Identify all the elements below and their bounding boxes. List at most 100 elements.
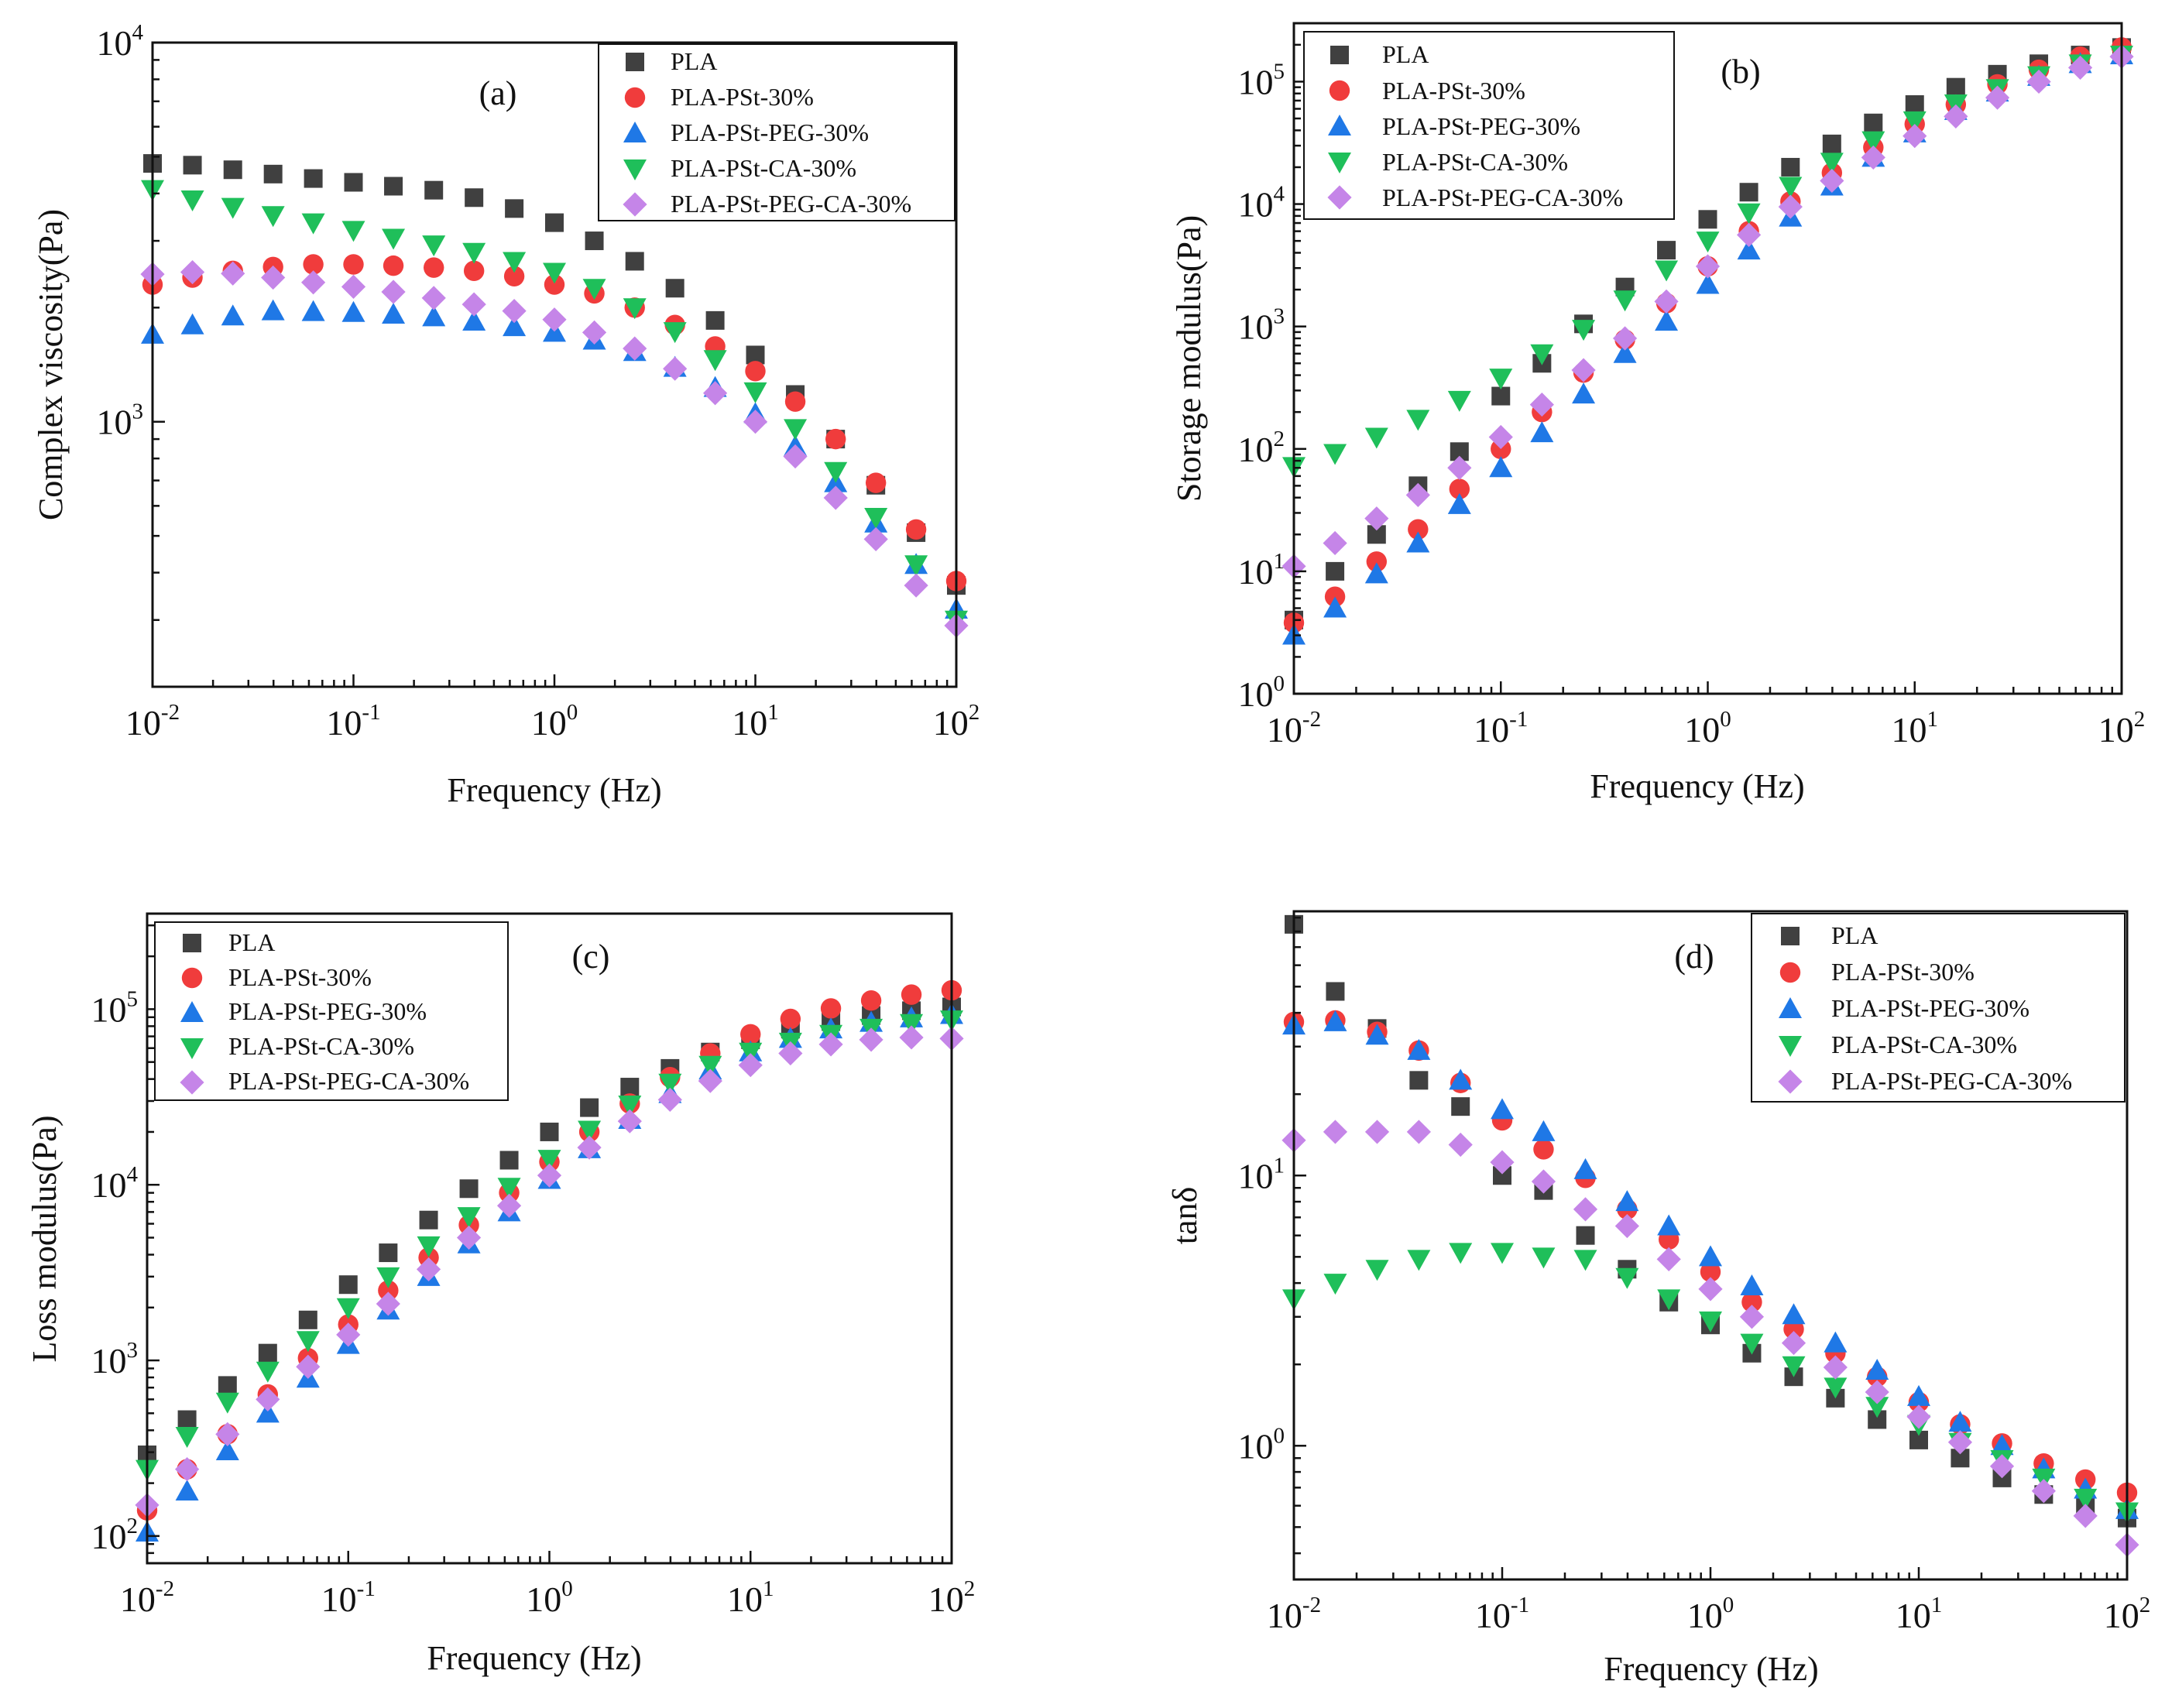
panel-b-point-pla-pst-ca-30-2 (1364, 427, 1388, 449)
panel-b-point-pla-pst-ca-30-5 (1489, 369, 1513, 390)
panel-b-point-pla-9 (1657, 241, 1676, 260)
panel-c-point-pla-pst-ca-30-3 (256, 1361, 280, 1383)
panel-b-point-pla-13 (1822, 134, 1841, 153)
panel-b-y-tick-label-2: 102 (1238, 427, 1285, 469)
panel-a-point-pla-5 (344, 173, 363, 192)
panel-c-legend-marker-pla-pst-ca-30 (180, 1038, 204, 1059)
panel-b-point-pla-pst-30-3 (1408, 519, 1429, 540)
panel-a-point-pla-pst-peg-30-6 (382, 302, 406, 324)
panel-a-point-pla-pst-peg-30-2 (221, 304, 245, 326)
panel-a-point-pla-pst-ca-30-4 (301, 213, 325, 235)
panel-d-point-pla-pst-peg-30-8 (1615, 1190, 1639, 1212)
panel-a-point-pla-7 (424, 180, 444, 200)
panel-d-point-pla-pst-ca-30-5 (1491, 1243, 1514, 1264)
panel-c-x-tick-label-3: 101 (727, 1576, 774, 1619)
panel-c-legend-marker-pla (183, 934, 201, 952)
panel-a-point-pla-pst-ca-30-11 (582, 279, 606, 300)
panel-d-legend: PLA PLA-PSt-30% PLA-PSt-PEG-30% PLA-PSt-… (1751, 913, 2126, 1103)
panel-b-point-pla-11 (1739, 183, 1758, 202)
panel-b-legend-marker-pla-pst-30 (1329, 80, 1350, 101)
panel-d-x-tick-label-0: 10-2 (1267, 1593, 1321, 1635)
panel-d-x-tick-label-2: 100 (1687, 1593, 1734, 1635)
panel-c-legend-marker-pla-pst-peg-ca-30 (180, 1070, 204, 1095)
panel-b-legend-box (1303, 31, 1675, 220)
panel-a-point-pla-pst-peg-ca-30-2 (221, 261, 245, 286)
panel-c-point-pla-8 (459, 1179, 479, 1199)
panel-c-point-pla-pst-30-15 (740, 1024, 761, 1044)
panel-c-legend-label-pla: PLA (228, 928, 275, 956)
panel-a-point-pla-9 (505, 199, 524, 218)
panel-c-point-pla-pst-peg-ca-30-18 (859, 1027, 883, 1052)
panel-c-point-pla-pst-peg-30-3 (256, 1401, 280, 1423)
panel-c-point-pla-pst-peg-ca-30-1 (175, 1457, 200, 1482)
panel-a-y-tick-label-1: 104 (97, 20, 144, 63)
panel-a-x-tick-label-1: 10-1 (326, 700, 380, 743)
panel-a-point-pla-pst-peg-ca-30-1 (180, 259, 205, 285)
panel-d-point-pla-pst-ca-30-1 (1323, 1274, 1347, 1295)
panel-b-point-pla-pst-peg-ca-30-18 (2026, 69, 2051, 94)
panel-c-point-pla-pst-peg-ca-30-3 (256, 1387, 280, 1411)
panel-a-point-pla-pst-peg-30-1 (180, 313, 204, 334)
panel-a-point-pla-pst-peg-ca-30-15 (743, 410, 768, 434)
panel-c-x-tick-label-1: 10-1 (321, 1576, 376, 1619)
panel-b-point-pla-pst-peg-ca-30-3 (1405, 482, 1430, 507)
panel-a-point-pla-pst-30-17 (825, 428, 846, 450)
panel-a-point-pla-14 (705, 310, 725, 330)
panel-d-x-tick-label-1: 10-1 (1475, 1593, 1529, 1635)
panel-b-point-pla-16 (1946, 77, 1965, 97)
panel-a-point-pla-pst-peg-30-5 (341, 300, 365, 322)
panel-a-point-pla-pst-peg-ca-30-16 (783, 444, 808, 469)
panel-d-point-pla-pst-peg-ca-30-4 (1448, 1132, 1473, 1158)
panel-d-point-pla-pst-peg-ca-30-13 (1823, 1355, 1848, 1380)
panel-b-label: (b) (1721, 53, 1760, 91)
panel-a-legend-label-pla: PLA (671, 47, 717, 75)
panel-a-legend-label-pla-pst-peg: PLA-PSt-PEG-30% (671, 118, 869, 146)
panel-c-y-tick-label-3: 105 (91, 986, 139, 1029)
panel-d-frame (1292, 910, 2129, 1581)
panel-b-legend-label-pla: PLA (1382, 40, 1429, 68)
panel-c-point-pla-12 (620, 1078, 640, 1097)
panel-c-legend-label-pla-pst-peg: PLA-PSt-PEG-30% (228, 997, 427, 1025)
panel-a-frame (151, 41, 958, 688)
panel-a-point-pla-pst-30-5 (343, 254, 364, 275)
panel-c-point-pla-pst-30-6 (378, 1280, 399, 1301)
panel-c-y-tick-label-2: 104 (91, 1162, 139, 1205)
panel-c-point-pla-10 (540, 1122, 559, 1141)
panel-d-point-pla-pst-ca-30-10 (1699, 1311, 1722, 1332)
panel-a-ticks: 10-2 10-1 100 101 102 103 104 (97, 20, 980, 743)
panel-a-point-pla-pst-peg-ca-30-11 (582, 320, 607, 345)
panel-a-point-pla-12 (625, 252, 644, 271)
panel-c-y-tick-label-0: 102 (91, 1514, 139, 1556)
panel-b-ticks: 10-2 10-1 100 101 102 100 101 102 103 104 105 (1238, 43, 2145, 749)
panel-d-point-pla-pst-ca-30-12 (1782, 1356, 1806, 1377)
panel-b-point-pla-12 (1781, 157, 1800, 177)
panel-a-point-pla-10 (545, 213, 564, 232)
panel-c-point-pla-pst-30-19 (901, 984, 922, 1005)
panel-c-point-pla-pst-ca-30-8 (457, 1207, 481, 1229)
panel-a-point-pla-pst-ca-30-18 (864, 508, 888, 530)
panel-b-point-pla-pst-peg-ca-30-17 (1985, 85, 2010, 110)
panel-b-point-pla-pst-peg-ca-30-14 (1861, 145, 1885, 170)
panel-d-point-pla-pst-30-10 (1700, 1261, 1721, 1282)
panel-b-x-tick-label-2: 100 (1684, 707, 1731, 749)
panel-c: 10-2 10-1 100 101 102 102 103 104 105 (c) Freque… (26, 912, 975, 1677)
panel-a-legend-marker-pla-pst-peg-30 (623, 122, 647, 142)
panel-a-point-pla-pst-ca-30-9 (503, 252, 527, 273)
panel-b-x-tick-label-0: 10-2 (1267, 707, 1321, 749)
panel-a-point-pla-pst-ca-30-7 (422, 235, 446, 257)
panel-c-point-pla-pst-ca-30-6 (376, 1267, 400, 1288)
panel-b-point-pla-pst-peg-30-7 (1572, 382, 1596, 404)
panel-c-point-pla-1 (177, 1410, 197, 1429)
panel-a-point-pla-pst-peg-ca-30-14 (703, 381, 728, 406)
panel-c-point-pla-pst-peg-ca-30-11 (577, 1135, 602, 1160)
panel-c-point-pla-pst-ca-30-10 (537, 1150, 561, 1171)
panel-c-frame (146, 912, 953, 1565)
panel-c-point-pla-pst-ca-30-19 (900, 1013, 924, 1035)
panel-d-point-pla-pst-ca-30-8 (1615, 1267, 1639, 1289)
panel-d-point-pla-pst-peg-ca-30-9 (1656, 1247, 1681, 1271)
panel-c-point-pla-pst-ca-30-7 (417, 1236, 441, 1257)
panel-d-point-pla-pst-peg-30-13 (1824, 1331, 1848, 1353)
panel-a-point-pla-pst-ca-30-15 (743, 382, 767, 403)
panel-b-y-tick-label-0: 100 (1238, 671, 1285, 714)
panel-a-point-pla-3 (263, 164, 283, 183)
